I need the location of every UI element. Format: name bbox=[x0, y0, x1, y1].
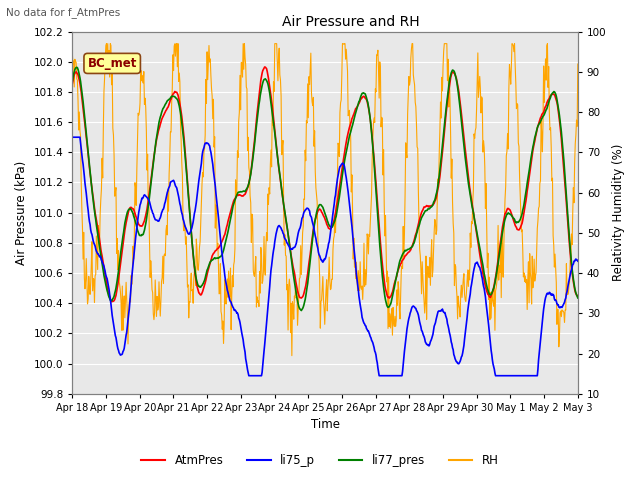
X-axis label: Time: Time bbox=[310, 419, 340, 432]
Title: Air Pressure and RH: Air Pressure and RH bbox=[282, 15, 419, 29]
Y-axis label: Air Pressure (kPa): Air Pressure (kPa) bbox=[15, 161, 28, 265]
Text: No data for f_AtmPres: No data for f_AtmPres bbox=[6, 7, 121, 18]
Text: BC_met: BC_met bbox=[88, 57, 137, 70]
Y-axis label: Relativity Humidity (%): Relativity Humidity (%) bbox=[612, 144, 625, 281]
Legend: AtmPres, li75_p, li77_pres, RH: AtmPres, li75_p, li77_pres, RH bbox=[137, 449, 503, 472]
